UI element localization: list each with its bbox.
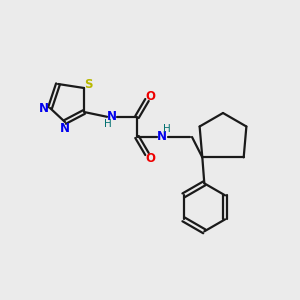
Text: H: H [104,119,112,129]
Text: N: N [107,110,117,122]
Text: H: H [163,124,171,134]
Text: O: O [145,152,155,164]
Text: N: N [39,101,49,115]
Text: S: S [84,79,92,92]
Text: N: N [60,122,70,136]
Text: N: N [157,130,167,142]
Text: O: O [145,89,155,103]
